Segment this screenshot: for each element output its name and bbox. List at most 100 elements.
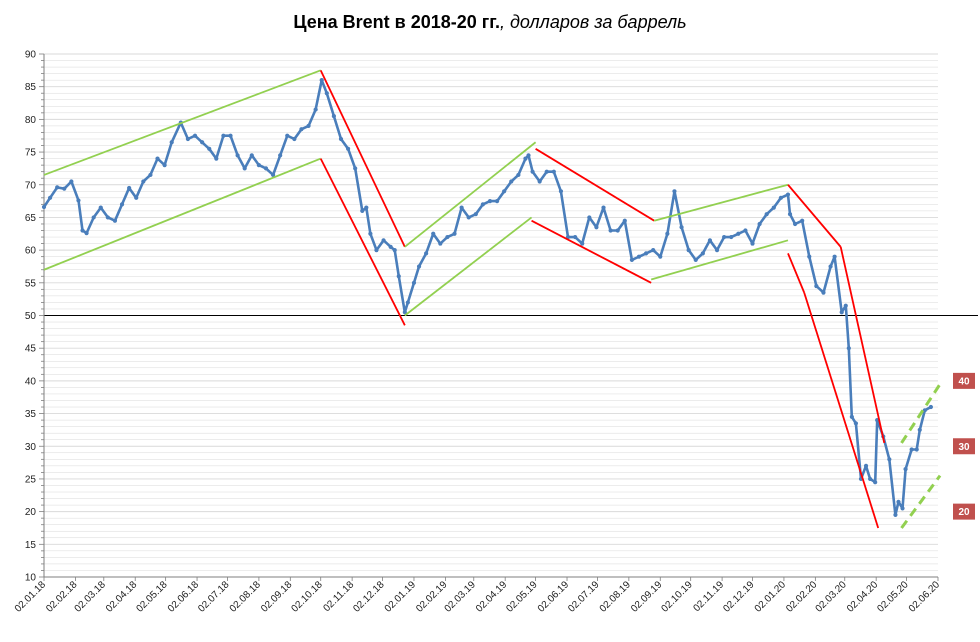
data-point: [331, 114, 336, 119]
data-point: [112, 218, 118, 223]
data-point: [700, 251, 705, 256]
downtrend-line: [787, 253, 806, 293]
chart-title-main: Цена Brent в 2018-20 гг.: [293, 12, 500, 32]
data-point: [792, 221, 798, 227]
data-point: [185, 136, 191, 142]
y-tick-label: 25: [25, 474, 37, 485]
x-tick-label: 02.09.19: [629, 579, 665, 615]
downtrend-line: [839, 246, 886, 444]
data-point: [615, 228, 620, 233]
data-point: [256, 163, 261, 168]
y-tick-label: 55: [25, 278, 37, 289]
x-tick-label: 02.05.20: [875, 579, 911, 615]
data-point: [80, 228, 85, 233]
data-point: [249, 153, 254, 158]
downtrend-line: [319, 158, 406, 326]
data-point: [722, 234, 727, 240]
y-tick-label: 45: [25, 344, 37, 355]
data-point: [594, 225, 599, 230]
downtrend-line: [535, 148, 655, 222]
data-point: [526, 153, 531, 158]
data-point: [47, 195, 53, 200]
data-point: [863, 463, 869, 468]
data-point: [551, 169, 556, 174]
data-point: [651, 248, 656, 253]
data-point: [778, 195, 783, 200]
data-point: [452, 231, 457, 236]
x-tick-label: 02.07.19: [566, 579, 602, 615]
y-tick-label: 60: [25, 246, 37, 257]
data-point: [91, 215, 96, 220]
level-badge-label: 40: [958, 376, 970, 387]
data-point: [686, 248, 691, 253]
data-point: [324, 91, 329, 96]
data-point: [345, 146, 351, 151]
data-point: [573, 234, 578, 240]
x-tick-label: 02.04.20: [845, 579, 881, 615]
data-point: [278, 153, 283, 158]
level-badge-label: 20: [958, 507, 970, 518]
chart-title-units: , долларов за баррель: [499, 12, 687, 32]
x-tick-label: 02.09.18: [259, 579, 295, 615]
data-point: [665, 231, 670, 236]
data-point: [900, 506, 905, 511]
data-point: [242, 166, 247, 171]
x-tick-label: 02.06.18: [166, 579, 202, 615]
series-group: [41, 78, 934, 517]
chart-title: Цена Brent в 2018-20 гг., долларов за ба…: [0, 12, 980, 33]
data-point: [76, 198, 81, 203]
data-point: [502, 189, 507, 194]
x-tick-label: 02.03.20: [814, 579, 850, 615]
data-point: [764, 212, 769, 217]
data-point: [917, 427, 922, 433]
data-point: [396, 274, 401, 279]
data-point: [55, 185, 60, 190]
data-point: [523, 156, 528, 161]
data-point: [207, 146, 212, 151]
data-point: [445, 234, 450, 240]
uptrend-line: [43, 69, 322, 176]
data-point: [750, 241, 755, 246]
data-point: [416, 264, 422, 269]
data-point: [411, 280, 417, 285]
data-point: [364, 205, 369, 210]
data-point: [509, 179, 514, 184]
data-point: [424, 251, 429, 256]
x-tick-label: 02.05.19: [504, 579, 540, 615]
x-tick-label: 02.12.18: [351, 579, 387, 615]
data-point: [270, 172, 276, 178]
data-point: [887, 457, 892, 462]
badges: 40 30 20: [953, 372, 975, 520]
x-tick-label: 02.02.20: [784, 579, 820, 615]
uptrend-line: [900, 383, 942, 444]
data-point: [736, 231, 741, 236]
data-point: [714, 248, 720, 253]
x-tick-label: 02.11.18: [321, 579, 356, 614]
data-point: [658, 254, 663, 259]
x-tick-label: 02.11.19: [691, 579, 726, 614]
data-point: [431, 231, 436, 236]
y-tick-label: 30: [25, 442, 37, 453]
data-point: [909, 447, 914, 452]
x-tick-label: 02.12.19: [721, 579, 757, 615]
data-point: [388, 244, 393, 249]
data-point: [292, 136, 297, 142]
data-point: [839, 310, 844, 315]
data-point: [285, 133, 290, 138]
x-tick-label: 02.03.19: [443, 579, 479, 615]
data-point: [459, 205, 464, 210]
data-point: [480, 202, 485, 207]
data-point: [402, 310, 407, 315]
data-point: [69, 179, 74, 184]
data-point: [629, 257, 634, 263]
data-point: [306, 123, 311, 129]
data-point: [587, 215, 592, 220]
data-point: [200, 140, 205, 145]
downtrend-line: [787, 184, 842, 248]
data-point: [867, 476, 873, 482]
y-tick-label: 75: [25, 148, 37, 159]
x-tick-label: 02.10.18: [290, 579, 326, 615]
x-tick-label: 02.01.19: [383, 579, 419, 615]
x-tick-label: 02.06.20: [907, 579, 943, 615]
